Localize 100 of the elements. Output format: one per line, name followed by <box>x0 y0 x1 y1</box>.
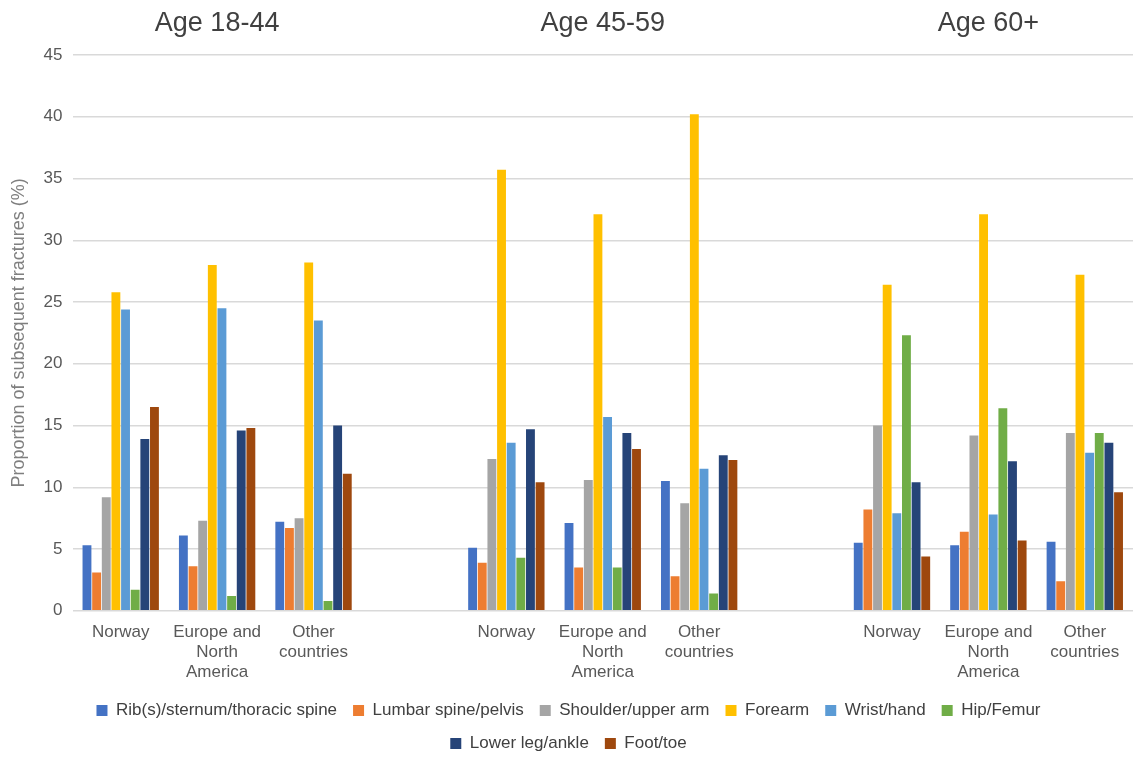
bar <box>1114 492 1123 611</box>
x-tick-label: Other countries <box>279 621 349 662</box>
x-tick-label: Norway <box>863 621 922 641</box>
bar <box>275 521 285 611</box>
bar <box>477 562 487 611</box>
bar <box>969 435 979 611</box>
bar <box>111 292 121 611</box>
bar <box>246 428 256 611</box>
y-tick-label: 35 <box>43 168 63 188</box>
bar <box>178 535 188 611</box>
bar <box>1065 432 1075 611</box>
bar <box>1094 432 1104 611</box>
bar <box>1085 452 1095 611</box>
bar <box>284 528 294 611</box>
bar <box>882 284 892 611</box>
bar <box>217 308 227 611</box>
x-tick-label: Other countries <box>1050 621 1120 662</box>
bar <box>670 576 680 611</box>
bar <box>294 518 304 611</box>
bar <box>988 514 998 611</box>
bar <box>979 214 988 611</box>
x-tick-label: Other countries <box>664 621 734 662</box>
bar <box>699 468 709 611</box>
y-axis-title: Proportion of subsequent fractures (%) <box>7 178 28 488</box>
bar <box>873 425 882 611</box>
bar <box>593 214 603 611</box>
y-tick-label: 10 <box>43 476 63 496</box>
y-tick-label: 30 <box>43 229 63 249</box>
bar <box>121 309 130 611</box>
bar <box>718 455 728 611</box>
bar <box>82 545 92 611</box>
bar <box>959 531 969 611</box>
bar <box>1008 461 1017 611</box>
bar <box>660 481 670 611</box>
bar <box>689 114 699 611</box>
x-tick-label: Europe and North America <box>944 621 1033 682</box>
bar <box>612 567 622 611</box>
bar <box>709 593 719 611</box>
legend-label: Rib(s)/sternum/thoracic spine <box>115 700 338 720</box>
bar <box>998 408 1008 611</box>
bar <box>1104 442 1114 611</box>
x-tick-label: Norway <box>91 621 151 641</box>
y-tick-label: 20 <box>43 353 63 373</box>
bar <box>574 567 584 611</box>
bar <box>911 482 921 611</box>
y-tick-label: 25 <box>43 291 63 311</box>
bar <box>313 320 323 611</box>
bar <box>92 572 102 611</box>
bar <box>140 439 150 611</box>
bar <box>333 425 343 611</box>
bar <box>1056 581 1066 611</box>
bar <box>632 449 641 611</box>
bar <box>236 430 246 611</box>
bar <box>487 458 497 611</box>
bar <box>207 264 217 611</box>
bar <box>227 595 237 611</box>
bar <box>304 262 314 611</box>
legend-label: Shoulder/upper arm <box>559 700 710 720</box>
bar <box>728 460 738 611</box>
bar <box>583 479 593 611</box>
y-tick-label: 40 <box>43 106 63 126</box>
bar <box>188 566 198 611</box>
bar <box>130 589 140 611</box>
bar <box>1075 274 1085 611</box>
bar <box>516 557 526 611</box>
text: Age 45-59 <box>540 7 666 38</box>
bar <box>198 520 208 611</box>
text: Age 18-44 <box>154 7 280 38</box>
bar <box>564 523 574 611</box>
bar <box>921 556 931 611</box>
bar <box>680 503 690 611</box>
bar <box>892 513 902 611</box>
bar <box>526 429 535 611</box>
x-tick-label: Norway <box>477 621 536 641</box>
bar <box>468 547 478 611</box>
bar <box>506 442 516 611</box>
y-tick-label: 15 <box>43 415 63 435</box>
bar <box>150 407 159 611</box>
bar <box>622 432 632 611</box>
legend-label: Lumbar spine/pelvis <box>372 700 524 720</box>
bar <box>1017 540 1027 611</box>
bar <box>603 416 613 611</box>
bar <box>950 545 960 611</box>
bar <box>535 482 545 611</box>
bar <box>1046 541 1056 611</box>
bar <box>101 497 111 611</box>
legend-label: Lower leg/ankle <box>469 733 589 753</box>
bar <box>902 335 911 611</box>
bar <box>863 509 873 611</box>
y-tick-label: 45 <box>43 44 63 64</box>
bar <box>853 542 863 611</box>
bar <box>342 473 352 611</box>
bar <box>497 169 506 611</box>
x-tick-label: Europe and North America <box>173 621 262 682</box>
legend-label: Wrist/hand <box>844 700 926 720</box>
x-tick-label: Europe and North America <box>558 621 647 682</box>
legend-label: Foot/toe <box>624 733 687 753</box>
legend-label: Forearm <box>745 700 810 720</box>
y-tick-label: 5 <box>53 538 63 558</box>
text: Age 60+ <box>937 7 1040 38</box>
